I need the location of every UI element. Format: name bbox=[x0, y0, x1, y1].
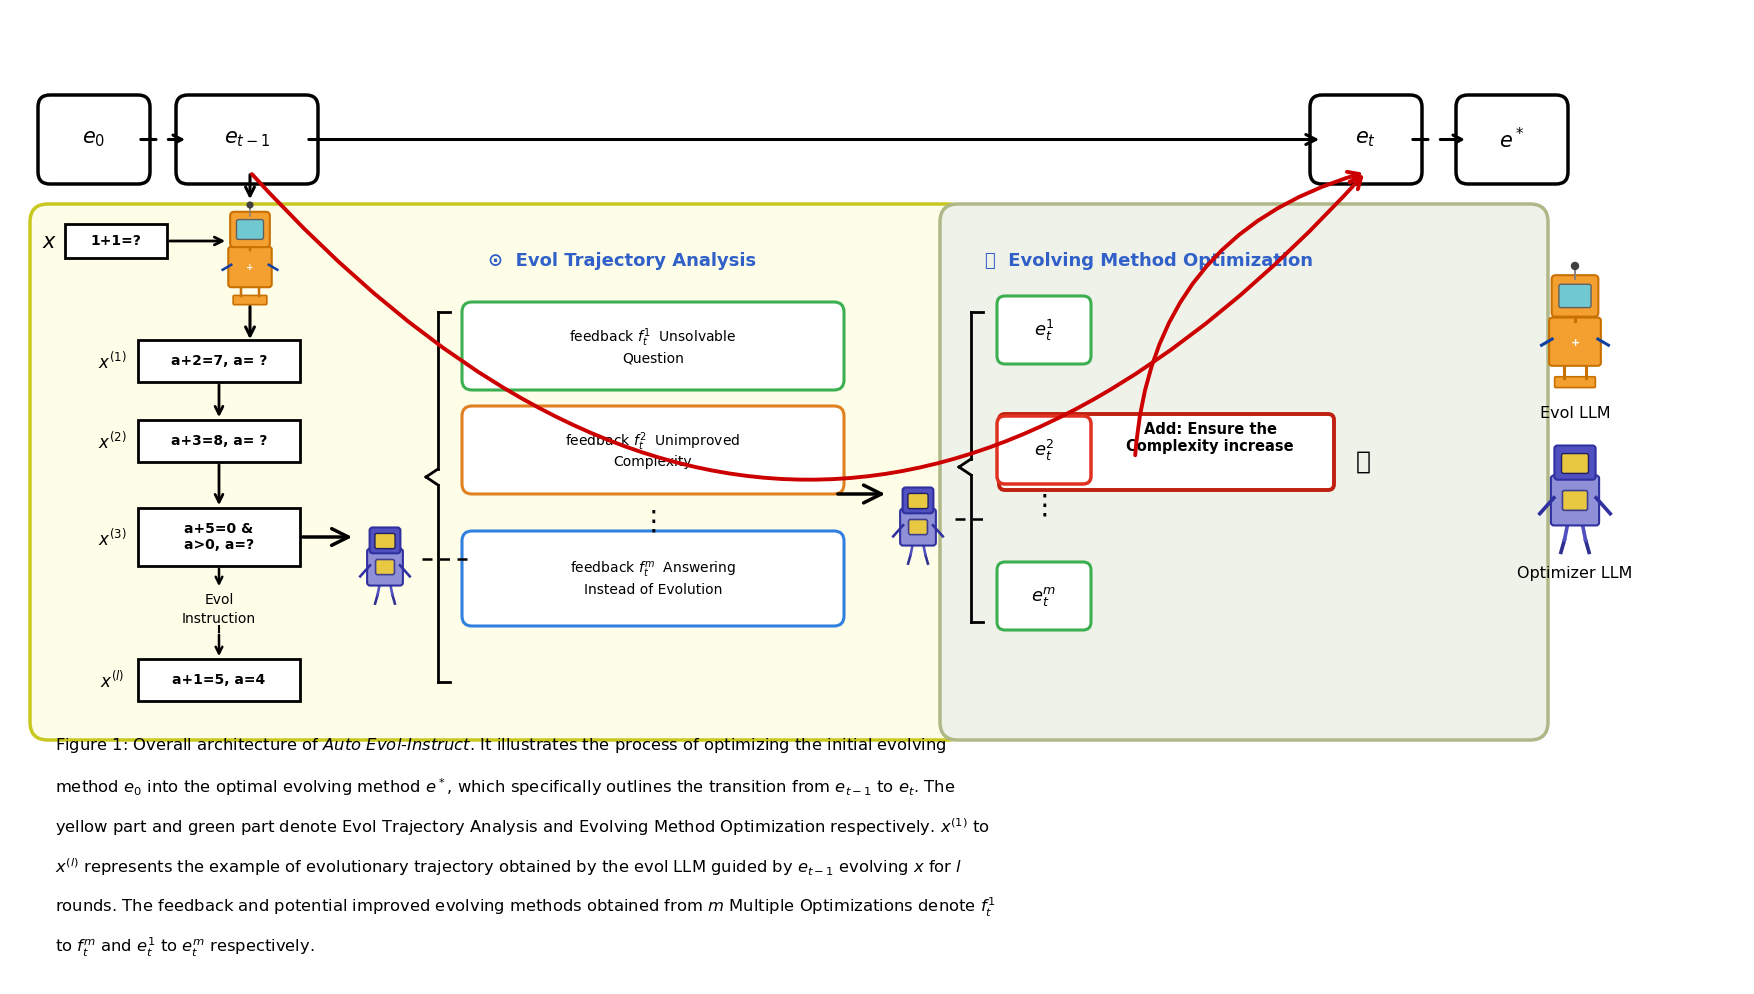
FancyBboxPatch shape bbox=[909, 520, 928, 535]
Text: $e_{t-1}$: $e_{t-1}$ bbox=[225, 129, 270, 149]
FancyBboxPatch shape bbox=[996, 562, 1091, 630]
FancyBboxPatch shape bbox=[375, 560, 395, 575]
Text: a+5=0 &
a>0, a=?: a+5=0 & a>0, a=? bbox=[184, 522, 254, 552]
FancyBboxPatch shape bbox=[230, 212, 270, 248]
Text: $x^{(3)}$: $x^{(3)}$ bbox=[98, 529, 126, 550]
FancyBboxPatch shape bbox=[1554, 445, 1596, 480]
Text: Figure 1: Overall architecture of $\mathit{Auto\ Evol\text{-}Instruct}$. It illu: Figure 1: Overall architecture of $\math… bbox=[54, 736, 947, 755]
FancyBboxPatch shape bbox=[996, 296, 1091, 364]
FancyBboxPatch shape bbox=[375, 534, 395, 549]
Text: $e^*$: $e^*$ bbox=[1500, 127, 1524, 152]
Text: feedback $f_t^2$  Unimproved
Complexity: feedback $f_t^2$ Unimproved Complexity bbox=[565, 430, 740, 469]
FancyBboxPatch shape bbox=[909, 493, 928, 509]
Text: $x^{(l)}$: $x^{(l)}$ bbox=[100, 670, 125, 692]
FancyBboxPatch shape bbox=[370, 528, 400, 554]
Text: Optimizer LLM: Optimizer LLM bbox=[1517, 566, 1633, 581]
FancyBboxPatch shape bbox=[461, 406, 844, 494]
Text: +: + bbox=[1570, 338, 1580, 348]
Text: $e_t^2$: $e_t^2$ bbox=[1033, 437, 1054, 462]
Text: +: + bbox=[246, 263, 254, 272]
Text: ⋮: ⋮ bbox=[638, 508, 667, 536]
Text: $e_t^m$: $e_t^m$ bbox=[1031, 584, 1056, 607]
FancyBboxPatch shape bbox=[1456, 95, 1568, 184]
FancyBboxPatch shape bbox=[940, 204, 1549, 740]
Text: $e_t$: $e_t$ bbox=[1356, 129, 1377, 149]
Text: $x^{(l)}$ represents the example of evolutionary trajectory obtained by the evol: $x^{(l)}$ represents the example of evol… bbox=[54, 856, 963, 878]
Text: feedback $f_t^m$  Answering
Instead of Evolution: feedback $f_t^m$ Answering Instead of Ev… bbox=[570, 561, 737, 596]
FancyBboxPatch shape bbox=[367, 549, 403, 585]
Text: $e_0$: $e_0$ bbox=[82, 129, 105, 149]
FancyBboxPatch shape bbox=[461, 302, 844, 390]
FancyBboxPatch shape bbox=[1554, 377, 1596, 388]
Text: Add: Ensure the
Complexity increase: Add: Ensure the Complexity increase bbox=[1126, 421, 1294, 454]
Text: yellow part and green part denote Evol Trajectory Analysis and Evolving Method O: yellow part and green part denote Evol T… bbox=[54, 816, 989, 838]
Text: ⋮: ⋮ bbox=[1030, 492, 1058, 520]
FancyBboxPatch shape bbox=[996, 416, 1091, 484]
Text: $e_t^1$: $e_t^1$ bbox=[1033, 317, 1054, 343]
FancyBboxPatch shape bbox=[175, 95, 317, 184]
FancyBboxPatch shape bbox=[461, 531, 844, 626]
FancyBboxPatch shape bbox=[1549, 317, 1601, 366]
FancyBboxPatch shape bbox=[39, 95, 151, 184]
Text: $x^{(1)}$: $x^{(1)}$ bbox=[98, 352, 126, 373]
FancyBboxPatch shape bbox=[237, 220, 263, 240]
Text: $x^{(2)}$: $x^{(2)}$ bbox=[98, 431, 126, 452]
FancyBboxPatch shape bbox=[233, 295, 267, 304]
FancyBboxPatch shape bbox=[1559, 284, 1591, 307]
Text: a+3=8, a= ?: a+3=8, a= ? bbox=[170, 434, 267, 448]
Text: $x$: $x$ bbox=[42, 232, 58, 252]
Bar bbox=[139, 508, 300, 566]
FancyBboxPatch shape bbox=[1310, 95, 1422, 184]
FancyBboxPatch shape bbox=[30, 204, 966, 740]
FancyBboxPatch shape bbox=[1561, 453, 1589, 473]
Bar bbox=[139, 340, 300, 382]
Text: Evol LLM: Evol LLM bbox=[1540, 406, 1610, 421]
FancyBboxPatch shape bbox=[900, 509, 937, 546]
Text: a+1=5, a=4: a+1=5, a=4 bbox=[172, 673, 265, 687]
Circle shape bbox=[1572, 262, 1579, 269]
Text: 🏆: 🏆 bbox=[1356, 450, 1370, 474]
Text: to $f_t^m$ and $e_t^1$ to $e_t^m$ respectively.: to $f_t^m$ and $e_t^1$ to $e_t^m$ respec… bbox=[54, 936, 314, 959]
FancyBboxPatch shape bbox=[1552, 275, 1598, 317]
Text: Evol: Evol bbox=[203, 593, 233, 607]
Text: 🌿  Evolving Method Optimization: 🌿 Evolving Method Optimization bbox=[986, 252, 1314, 270]
Bar bbox=[65, 224, 167, 258]
FancyBboxPatch shape bbox=[228, 247, 272, 287]
Text: a+2=7, a= ?: a+2=7, a= ? bbox=[170, 354, 267, 368]
Bar bbox=[139, 420, 300, 462]
FancyBboxPatch shape bbox=[1563, 490, 1587, 510]
Text: 1+1=?: 1+1=? bbox=[91, 234, 142, 248]
Text: method $e_0$ into the optimal evolving method $e^*$, which specifically outlines: method $e_0$ into the optimal evolving m… bbox=[54, 776, 956, 798]
Bar bbox=[139, 659, 300, 701]
Text: Instruction: Instruction bbox=[182, 612, 256, 626]
FancyBboxPatch shape bbox=[1000, 414, 1335, 490]
Text: ⊙  Evol Trajectory Analysis: ⊙ Evol Trajectory Analysis bbox=[488, 252, 756, 270]
Text: feedback $f_t^1$  Unsolvable
Question: feedback $f_t^1$ Unsolvable Question bbox=[570, 327, 737, 366]
Circle shape bbox=[247, 202, 253, 208]
FancyBboxPatch shape bbox=[903, 487, 933, 513]
Text: rounds. The feedback and potential improved evolving methods obtained from $m$ M: rounds. The feedback and potential impro… bbox=[54, 896, 995, 919]
FancyBboxPatch shape bbox=[1551, 475, 1600, 526]
